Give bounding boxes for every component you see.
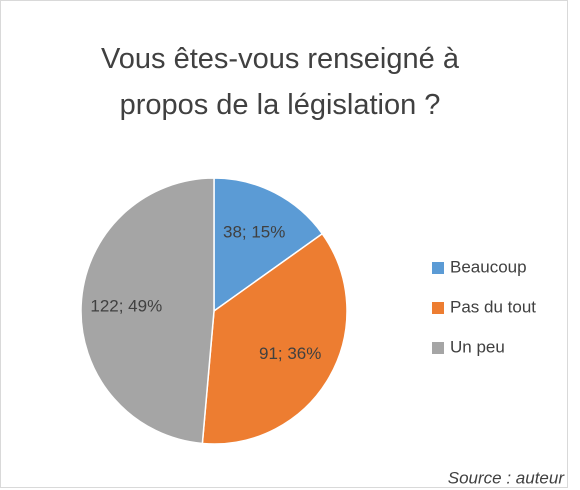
pie-slice	[201, 232, 348, 445]
legend-label: Un peu	[450, 337, 505, 356]
data-label: 122; 49%	[90, 297, 162, 316]
legend-swatch	[432, 302, 444, 314]
chart-frame	[0, 0, 568, 488]
annotation: Source : auteur	[448, 468, 566, 487]
pie-slice	[80, 177, 215, 445]
pie-slice	[213, 177, 324, 313]
legend-label: Pas du tout	[450, 297, 536, 316]
legend-label: Beaucoup	[450, 257, 527, 276]
legend-swatch	[432, 342, 444, 354]
legend-swatch	[432, 262, 444, 274]
chart-title: Vous êtes-vous renseigné à propos de la …	[101, 43, 459, 121]
data-label: 91; 36%	[259, 344, 321, 363]
data-label: 38; 15%	[223, 222, 285, 241]
